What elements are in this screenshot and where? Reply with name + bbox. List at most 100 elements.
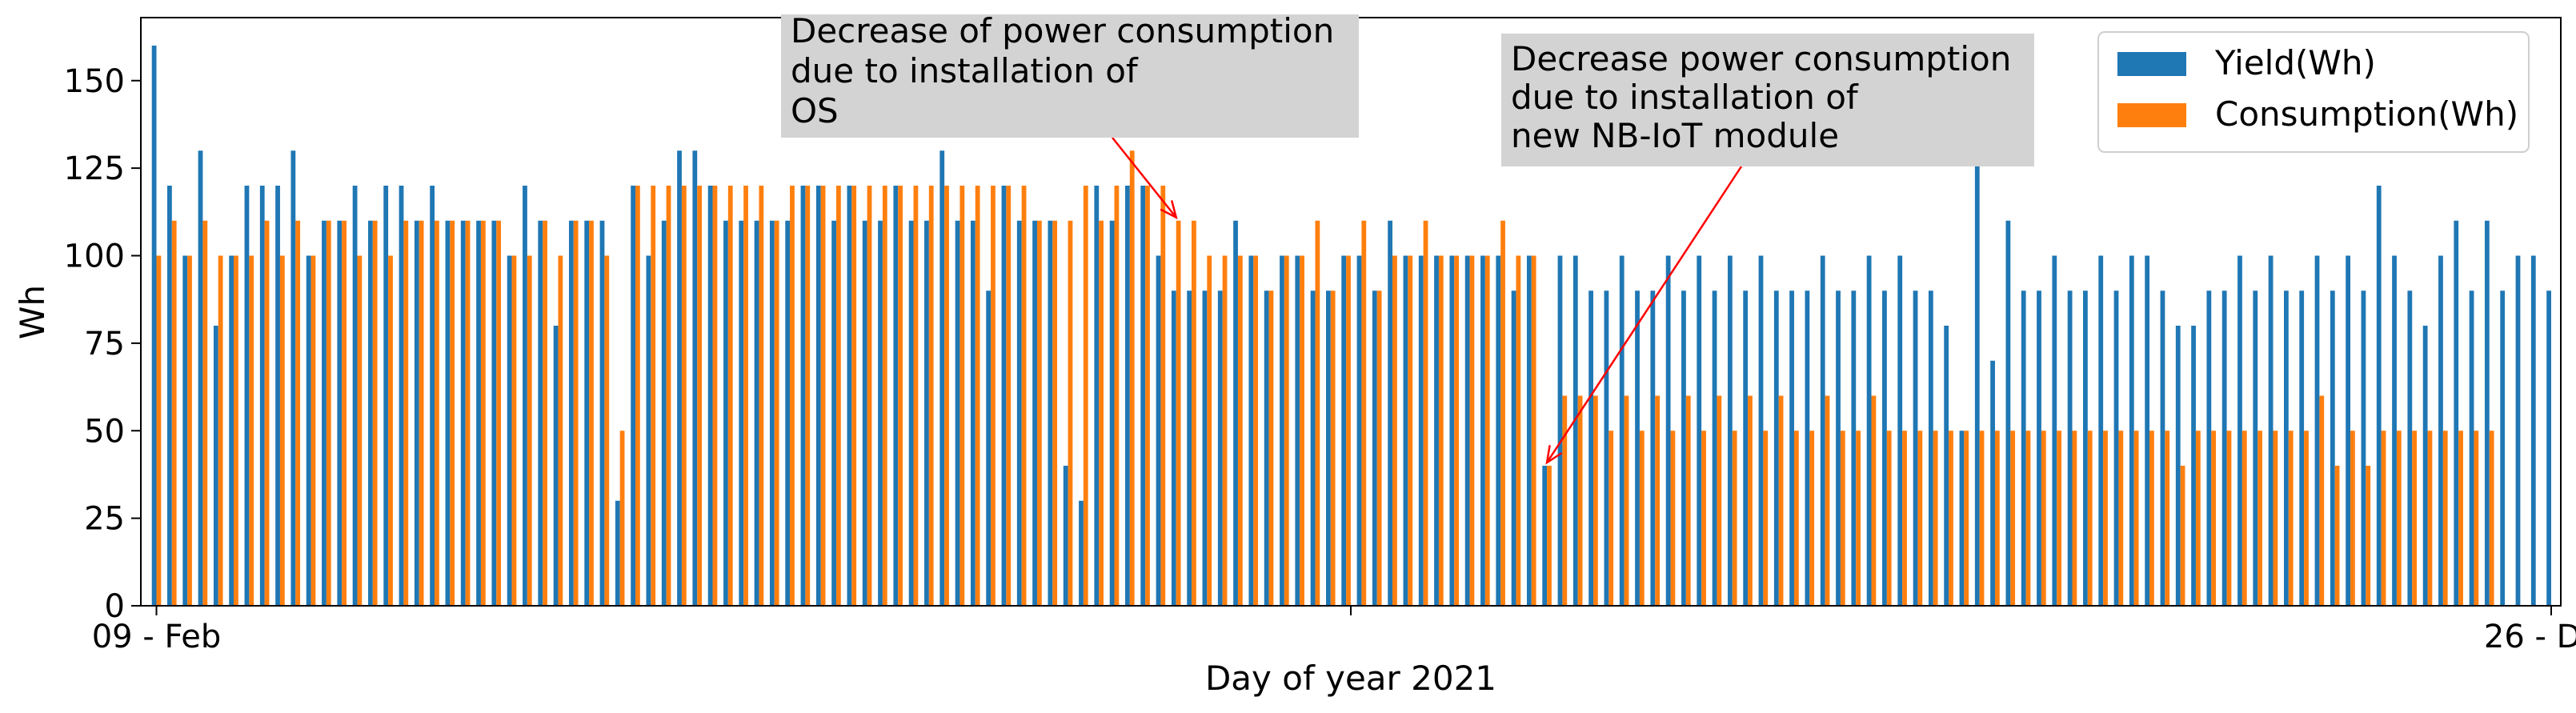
bar-yield-98 — [1665, 255, 1671, 606]
bar-yield-143 — [2361, 290, 2366, 606]
bar-yield-117 — [1959, 431, 1965, 606]
bar-yield-59 — [1063, 466, 1068, 606]
annotation-1-line-3: OS — [791, 91, 839, 130]
bar-consumption-64 — [1145, 186, 1150, 606]
bar-consumption-111 — [1871, 395, 1877, 606]
bar-consumption-66 — [1176, 220, 1181, 606]
bar-consumption-151 — [2489, 431, 2494, 606]
bar-yield-70 — [1233, 220, 1238, 606]
bar-yield-99 — [1681, 290, 1686, 606]
bar-yield-44 — [831, 220, 836, 606]
bar-consumption-101 — [1717, 395, 1722, 606]
bar-consumption-55 — [1006, 186, 1012, 606]
bar-yield-78 — [1356, 255, 1362, 606]
bar-yield-130 — [2160, 290, 2165, 606]
y-tick-label-25: 25 — [84, 501, 125, 538]
bar-consumption-81 — [1408, 255, 1413, 606]
bar-yield-100 — [1697, 255, 1702, 606]
bar-yield-134 — [2221, 290, 2227, 606]
legend-label-consumption: Consumption(Wh) — [2215, 94, 2518, 134]
bar-yield-101 — [1712, 290, 1717, 606]
bar-yield-4 — [213, 326, 218, 606]
bar-yield-155 — [2546, 290, 2551, 606]
bar-consumption-18 — [435, 220, 439, 606]
bar-consumption-61 — [1099, 220, 1104, 606]
bar-yield-131 — [2175, 326, 2181, 606]
bar-consumption-43 — [820, 186, 826, 606]
bar-yield-109 — [1836, 290, 1841, 606]
bar-yield-84 — [1449, 255, 1455, 606]
bar-consumption-143 — [2366, 466, 2371, 606]
bar-consumption-71 — [1253, 255, 1259, 606]
annotation-1-arrowhead — [1160, 200, 1178, 220]
bar-yield-136 — [2253, 290, 2258, 606]
bar-yield-118 — [1974, 150, 1980, 606]
bar-yield-34 — [677, 150, 682, 606]
bar-yield-86 — [1480, 255, 1485, 606]
bar-yield-103 — [1743, 290, 1749, 606]
bar-consumption-106 — [1793, 431, 1799, 606]
bar-yield-82 — [1418, 255, 1424, 606]
bar-consumption-116 — [1949, 431, 1953, 606]
bar-yield-74 — [1295, 255, 1300, 606]
bar-consumption-2 — [187, 255, 192, 606]
bar-yield-73 — [1280, 255, 1284, 606]
bar-yield-147 — [2422, 326, 2428, 606]
bar-consumption-113 — [1902, 431, 1907, 606]
bar-consumption-125 — [2087, 431, 2093, 606]
bar-consumption-103 — [1748, 395, 1753, 606]
bar-consumption-127 — [2118, 431, 2124, 606]
bar-yield-35 — [692, 150, 698, 606]
bar-yield-5 — [229, 255, 234, 606]
bar-consumption-134 — [2226, 431, 2232, 606]
bar-yield-141 — [2330, 290, 2335, 606]
bar-consumption-10 — [310, 255, 316, 606]
bar-consumption-110 — [1856, 431, 1861, 606]
bar-consumption-147 — [2427, 431, 2433, 606]
bar-yield-29 — [599, 220, 605, 606]
bar-yield-61 — [1094, 186, 1100, 606]
bar-yield-85 — [1464, 255, 1470, 606]
bar-consumption-75 — [1315, 220, 1320, 606]
bar-consumption-92 — [1577, 395, 1583, 606]
bar-yield-76 — [1326, 290, 1331, 606]
bar-yield-132 — [2191, 326, 2196, 606]
bar-yield-138 — [2284, 290, 2289, 606]
bar-yield-49 — [908, 220, 914, 606]
bar-consumption-16 — [403, 220, 409, 606]
bar-yield-53 — [970, 220, 976, 606]
bar-consumption-67 — [1192, 220, 1196, 606]
bar-yield-63 — [1125, 186, 1130, 606]
bar-consumption-133 — [2211, 431, 2217, 606]
bar-consumption-142 — [2350, 431, 2355, 606]
bar-yield-153 — [2515, 255, 2521, 606]
bar-consumption-3 — [202, 220, 208, 606]
bar-consumption-24 — [527, 255, 532, 606]
bar-consumption-62 — [1114, 186, 1120, 606]
bar-yield-142 — [2346, 255, 2351, 606]
y-axis: 0 25 50 75 100 125 150 — [64, 63, 141, 625]
bar-consumption-53 — [975, 186, 980, 606]
bar-yield-116 — [1944, 326, 1949, 606]
y-tick-label-125: 125 — [64, 150, 125, 187]
bar-consumption-121 — [2025, 431, 2031, 606]
bar-consumption-93 — [1593, 395, 1598, 606]
bar-yield-3 — [198, 150, 203, 606]
bar-yield-32 — [646, 255, 651, 606]
bar-consumption-5 — [234, 255, 238, 606]
bar-yield-148 — [2438, 255, 2443, 606]
bar-yield-31 — [631, 186, 635, 606]
bar-yield-87 — [1496, 255, 1501, 606]
bar-consumption-89 — [1531, 255, 1536, 606]
bar-consumption-73 — [1284, 255, 1289, 606]
bar-yield-41 — [785, 220, 791, 606]
bar-yield-137 — [2268, 255, 2274, 606]
bar-consumption-99 — [1685, 395, 1691, 606]
bar-consumption-63 — [1129, 150, 1135, 606]
bar-consumption-54 — [991, 186, 996, 606]
bar-consumption-11 — [326, 220, 331, 606]
bar-consumption-20 — [465, 220, 471, 606]
bar-yield-72 — [1264, 290, 1269, 606]
x-tick-label-0: 09 - Feb — [92, 619, 222, 655]
bar-consumption-0 — [156, 255, 162, 606]
